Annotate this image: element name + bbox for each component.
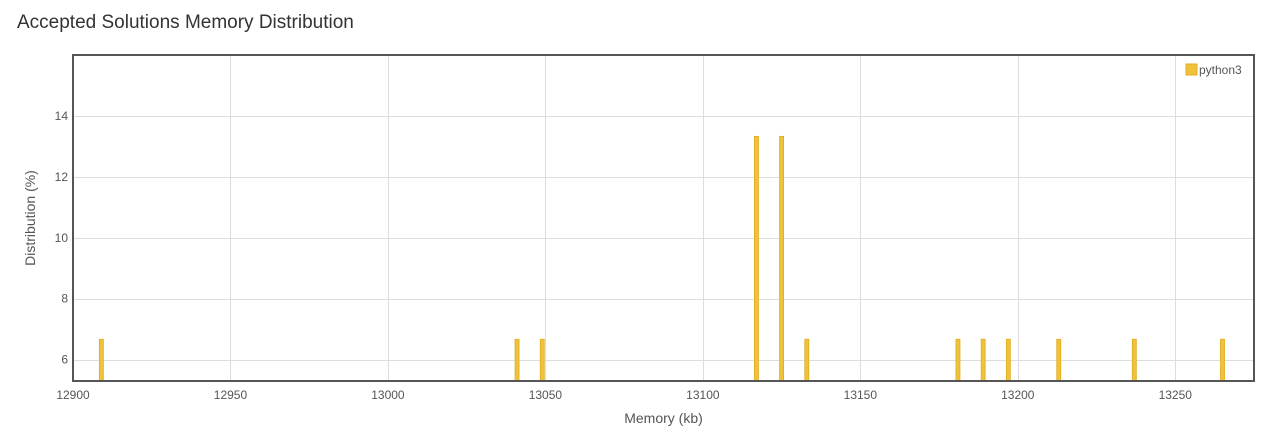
x-tick-label: 12950 [214, 388, 248, 402]
y-axis-label: Distribution (%) [22, 170, 38, 266]
bar[interactable] [98, 338, 104, 382]
bar[interactable] [955, 338, 961, 382]
bar[interactable] [754, 135, 759, 382]
x-tick-label: 13000 [371, 388, 405, 402]
bar[interactable] [1056, 338, 1062, 382]
bar[interactable] [1005, 338, 1011, 382]
plot-border [72, 54, 1255, 382]
legend-label: python3 [1199, 63, 1242, 77]
bar[interactable] [980, 338, 986, 382]
x-tick-label: 13150 [844, 388, 878, 402]
bar[interactable] [514, 338, 520, 382]
x-tick-label: 13200 [1001, 388, 1035, 402]
x-axis-label: Memory (kb) [624, 410, 703, 426]
bar[interactable] [1220, 338, 1225, 382]
bar[interactable] [779, 135, 784, 382]
x-tick-label: 13250 [1159, 388, 1193, 402]
y-tick-label: 10 [55, 231, 69, 245]
x-tick-label: 13100 [686, 388, 720, 402]
y-tick-label: 12 [55, 170, 69, 184]
bar[interactable] [804, 338, 810, 382]
x-tick-label: 12900 [56, 388, 90, 402]
y-tick-label: 8 [61, 292, 68, 306]
bar[interactable] [1131, 338, 1137, 382]
legend-swatch [1185, 63, 1198, 76]
chart-title: Accepted Solutions Memory Distribution [17, 12, 354, 33]
x-tick-label: 13050 [529, 388, 563, 402]
y-tick-label: 6 [61, 353, 68, 367]
y-tick-label: 14 [55, 109, 69, 123]
bar[interactable] [539, 338, 545, 382]
